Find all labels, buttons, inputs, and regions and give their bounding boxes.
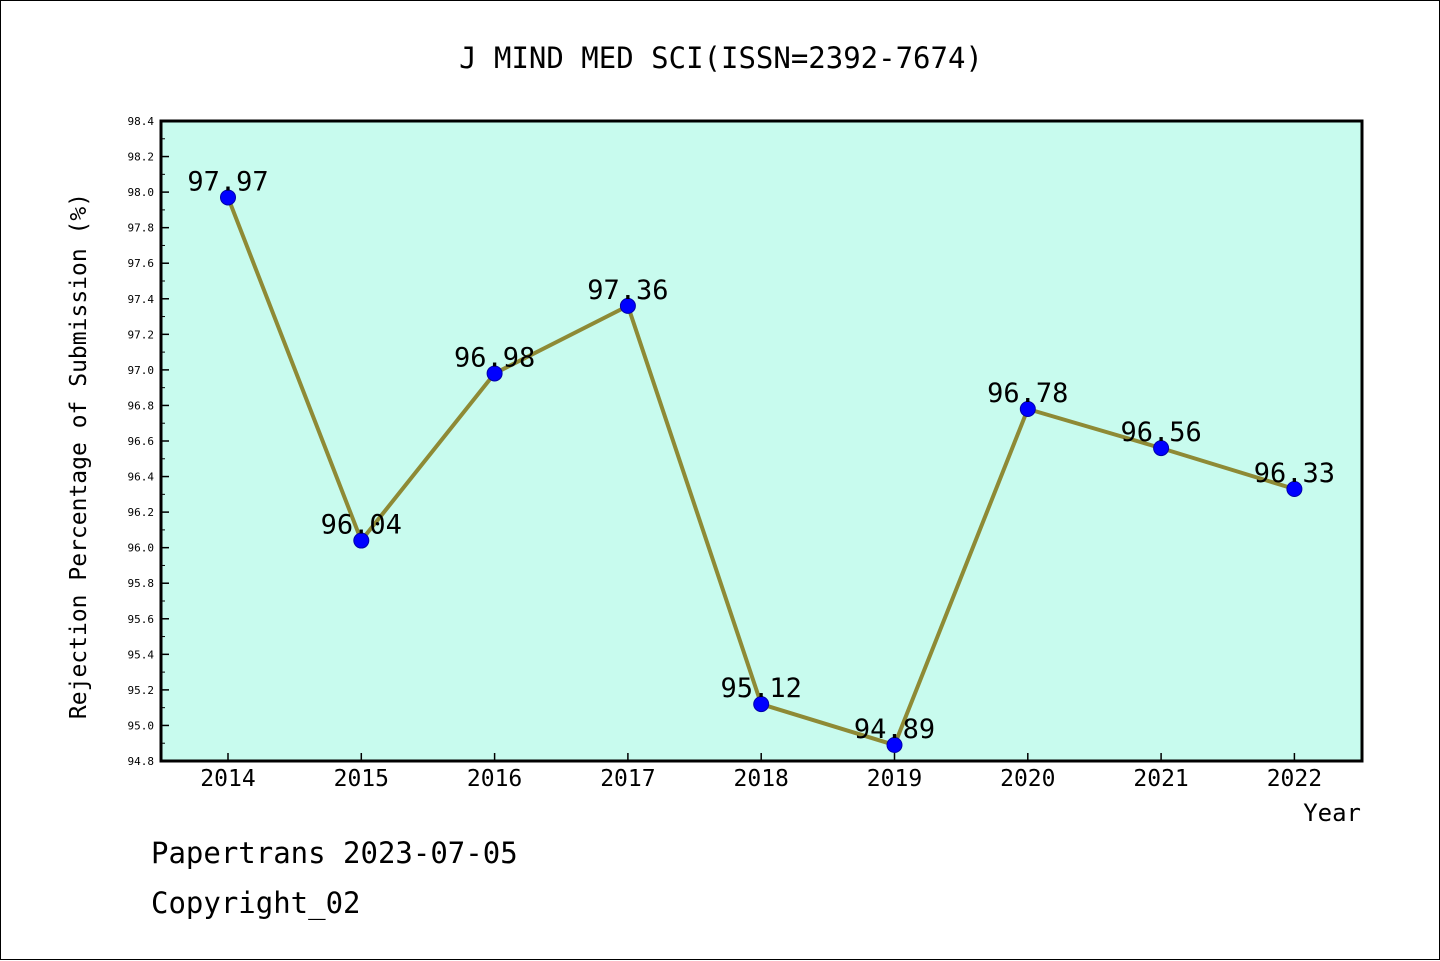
y-tick-label: 98.0	[128, 186, 155, 199]
y-tick-label: 96.4	[128, 471, 155, 484]
y-tick-label: 97.6	[128, 257, 155, 270]
y-tick-label: 97.8	[128, 222, 155, 235]
data-point	[353, 532, 370, 549]
x-tick-label: 2018	[734, 766, 789, 792]
data-point	[886, 737, 903, 753]
x-tick-label: 2016	[467, 766, 522, 792]
footer-copyright: Copyright_02	[151, 886, 361, 920]
x-axis-label: Year	[1303, 799, 1361, 827]
y-tick-label: 97.2	[128, 328, 155, 341]
data-label: 96.04	[321, 510, 402, 541]
data-point	[1153, 440, 1170, 457]
data-point	[1286, 481, 1303, 497]
y-tick-label: 95.6	[128, 613, 155, 626]
data-point	[1019, 401, 1036, 417]
data-label: 96.78	[987, 378, 1068, 409]
y-tick-label: 97.4	[128, 293, 155, 306]
x-tick-label: 2017	[600, 766, 655, 792]
plot-border	[159, 119, 1364, 763]
x-axis: 2014 2015 2016 2017 2018 2019 2020 2021 2022	[200, 753, 1322, 792]
x-tick-label: 2022	[1267, 766, 1322, 792]
y-tick-label: 98.4	[128, 115, 155, 128]
x-tick-label: 2014	[200, 766, 255, 792]
data-label: 96.33	[1254, 458, 1335, 489]
x-tick-label: 2020	[1000, 766, 1055, 792]
y-axis: 94.8 95.0 95.2 95.4 95.6 95.8 96.0 96.2 96.4 96.6…	[128, 115, 169, 768]
data-label: 96.56	[1120, 417, 1201, 448]
data-point	[753, 696, 770, 713]
x-tick-label: 2015	[334, 766, 389, 792]
data-label: 97.97	[187, 166, 268, 197]
data-point	[619, 297, 636, 314]
y-tick-label: 94.8	[128, 755, 155, 768]
series-layer: 97.97 96.04 96.98 97.36 95.12 94.89 96.78 96.56…	[187, 166, 1335, 753]
data-label: 96.98	[454, 342, 535, 373]
y-tick-label: 95.0	[128, 719, 155, 732]
y-tick-label: 96.0	[128, 542, 155, 555]
data-label: 97.36	[587, 275, 668, 306]
y-tick-label: 95.2	[128, 684, 155, 697]
x-tick-label: 2021	[1133, 766, 1188, 792]
y-tick-label: 95.4	[128, 648, 155, 661]
y-tick-label: 96.6	[128, 435, 155, 448]
y-tick-label: 95.8	[128, 577, 155, 590]
y-tick-label: 96.2	[128, 506, 155, 519]
data-label: 94.89	[854, 714, 935, 745]
y-tick-label: 96.8	[128, 399, 155, 412]
x-tick-label: 2019	[867, 766, 922, 792]
data-point	[220, 189, 236, 206]
data-label: 95.12	[721, 673, 802, 704]
y-tick-label: 97.0	[128, 364, 155, 377]
data-point	[486, 365, 503, 382]
chart-title: J MIND MED SCI(ISSN=2392-7674)	[459, 41, 983, 75]
y-tick-label: 98.2	[128, 151, 155, 164]
y-axis-label: Rejection Percentage of Submission (%)	[66, 193, 92, 719]
footer-date: Papertrans 2023-07-05	[151, 836, 518, 870]
